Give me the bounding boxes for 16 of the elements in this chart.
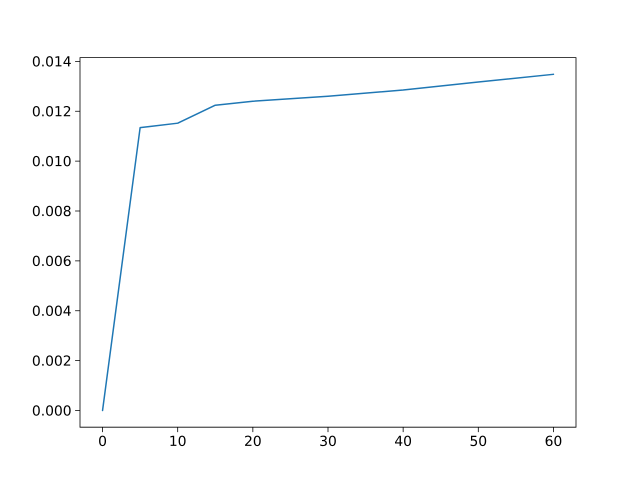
y-tick-label: 0.008	[32, 206, 71, 216]
y-tick-label: 0.010	[32, 156, 71, 166]
x-tick-label: 10	[170, 436, 186, 446]
x-tick-label: 50	[470, 436, 486, 446]
x-tick-label: 0	[99, 436, 106, 446]
y-tick-label: 0.002	[32, 355, 70, 366]
y-tick-label: 0.004	[32, 305, 71, 316]
x-tick-label: 30	[320, 436, 336, 446]
y-tick-label: 0.012	[32, 106, 70, 116]
y-tick-label: 0.006	[32, 256, 71, 266]
line-series	[102, 74, 554, 412]
y-tick-label: 0.014	[32, 56, 71, 67]
x-tick-label: 20	[245, 436, 261, 446]
y-tick-label: 0.000	[32, 405, 71, 416]
x-tick-label: 40	[395, 436, 412, 446]
x-tick-label: 60	[546, 436, 562, 446]
